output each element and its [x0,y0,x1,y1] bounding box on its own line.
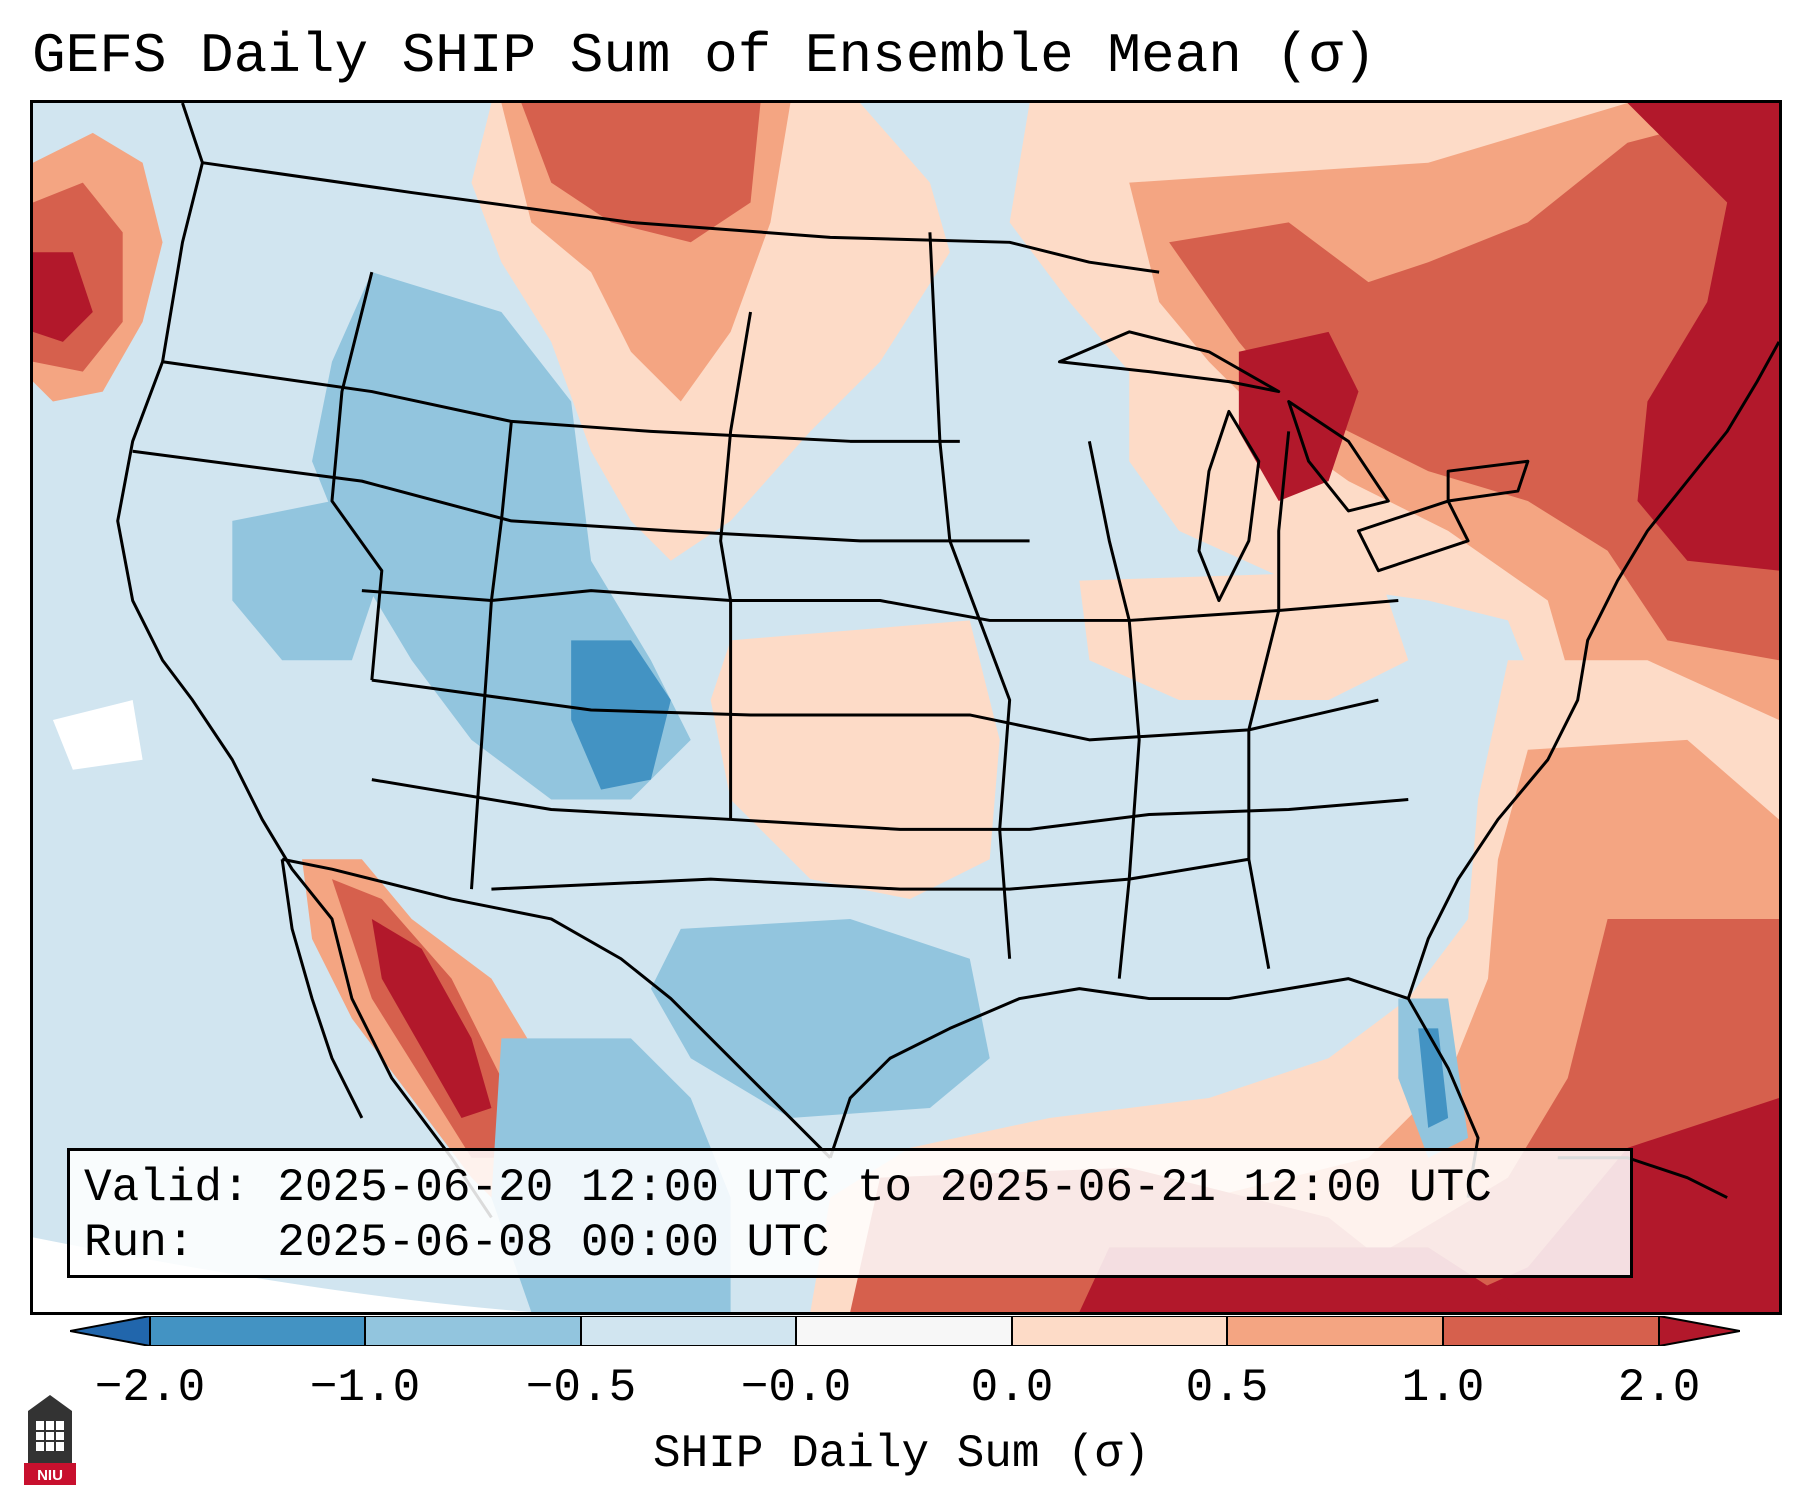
run-label: Run: [84,1217,195,1269]
lake-superior [1057,330,1281,394]
boundary-lines [116,103,1779,1219]
anomaly-great-lakes [1169,103,1779,661]
colorbar-tick-label: 0.0 [970,1362,1054,1414]
state-lines-vertical-6 [1247,431,1291,969]
state-lines-vertical-4 [928,232,1012,959]
colorbar-tick-label: −0.5 [525,1362,637,1414]
valid-label: Valid: [84,1162,250,1214]
anomaly-colorado-core [571,640,671,790]
no-data-patch [52,700,143,770]
anomaly-pacific-nw-peak [33,252,93,342]
logo-text: NIU [37,1467,63,1484]
anomaly-lake-michigan [1238,331,1359,502]
colorbar-segment-neg1-neg05 [365,1316,581,1346]
colorbar [70,1316,1740,1346]
coastline-baja [280,859,364,1119]
anomaly-nevada [232,501,382,661]
colorbar-segment-neg05-0 [581,1316,796,1346]
anomaly-montana-core [521,103,761,243]
coastline-gulf [828,977,1480,1198]
map-panel [30,100,1782,1315]
lake-michigan [1197,409,1261,603]
valid-value: 2025-06-20 12:00 UTC to 2025-06-21 12:00… [277,1162,1492,1214]
run-value: 2025-06-08 00:00 UTC [277,1217,830,1269]
colorbar-tick-label: −2.0 [94,1362,206,1414]
colorbar-tick-label: 1.0 [1401,1362,1485,1414]
colorbar-segment-0-05 [1012,1316,1227,1346]
anomaly-ohio-valley [1079,570,1409,701]
state-lines-vertical-5 [1087,441,1141,979]
state-lines-row6 [491,857,1250,891]
state-lines-vertical-3 [719,311,753,820]
colorbar-tick-label: −0.0 [740,1362,852,1414]
state-lines-row3 [361,589,1399,622]
colorbar-tick-label: −1.0 [309,1362,421,1414]
state-lines-north [162,360,960,443]
colorbar-tick-label: 2.0 [1617,1362,1701,1414]
colorbar-tick-label: 0.5 [1185,1362,1269,1414]
anomaly-new-england-peak [1627,103,1779,571]
lake-huron [1287,400,1390,513]
colorbar-label: SHIP Daily Sum (σ) [653,1428,1150,1480]
logo-window [36,1421,64,1451]
logo-band [24,1463,76,1485]
projection-edge-left [33,1237,532,1312]
anomaly-mexico-peak [371,918,492,1118]
colorbar-segment-05-1 [1227,1316,1443,1346]
coastline-east [1406,341,1779,1000]
colorbar-tick-marks [149,1316,1660,1346]
map-title: GEFS Daily SHIP Sum of Ensemble Mean (σ) [32,24,1377,88]
state-lines-vertical-2 [470,421,513,890]
colorbar-extend-high [1659,1316,1740,1346]
niu-logo: NIU [24,1395,76,1485]
colorbar-segment-zero [796,1316,1012,1346]
lake-ontario [1446,459,1530,503]
logo-window-grid [36,1421,64,1451]
state-lines-row2 [132,449,1030,543]
colorbar-segment-1-2 [1443,1316,1659,1346]
colorbar-segment-neg2-neg1 [150,1316,365,1346]
anomaly-texas [650,918,990,1118]
lake-erie [1356,499,1470,573]
state-lines-vertical-1 [330,271,384,681]
state-lines-row5 [371,778,1409,831]
coastline-west [116,103,493,1219]
anomaly-map [33,103,1779,1312]
border-canada [202,161,1160,274]
colorbar-extend-low [70,1316,150,1346]
border-mexico [281,857,832,1159]
valid-run-info-box: Valid: 2025-06-20 12:00 UTC to 2025-06-2… [67,1148,1633,1278]
